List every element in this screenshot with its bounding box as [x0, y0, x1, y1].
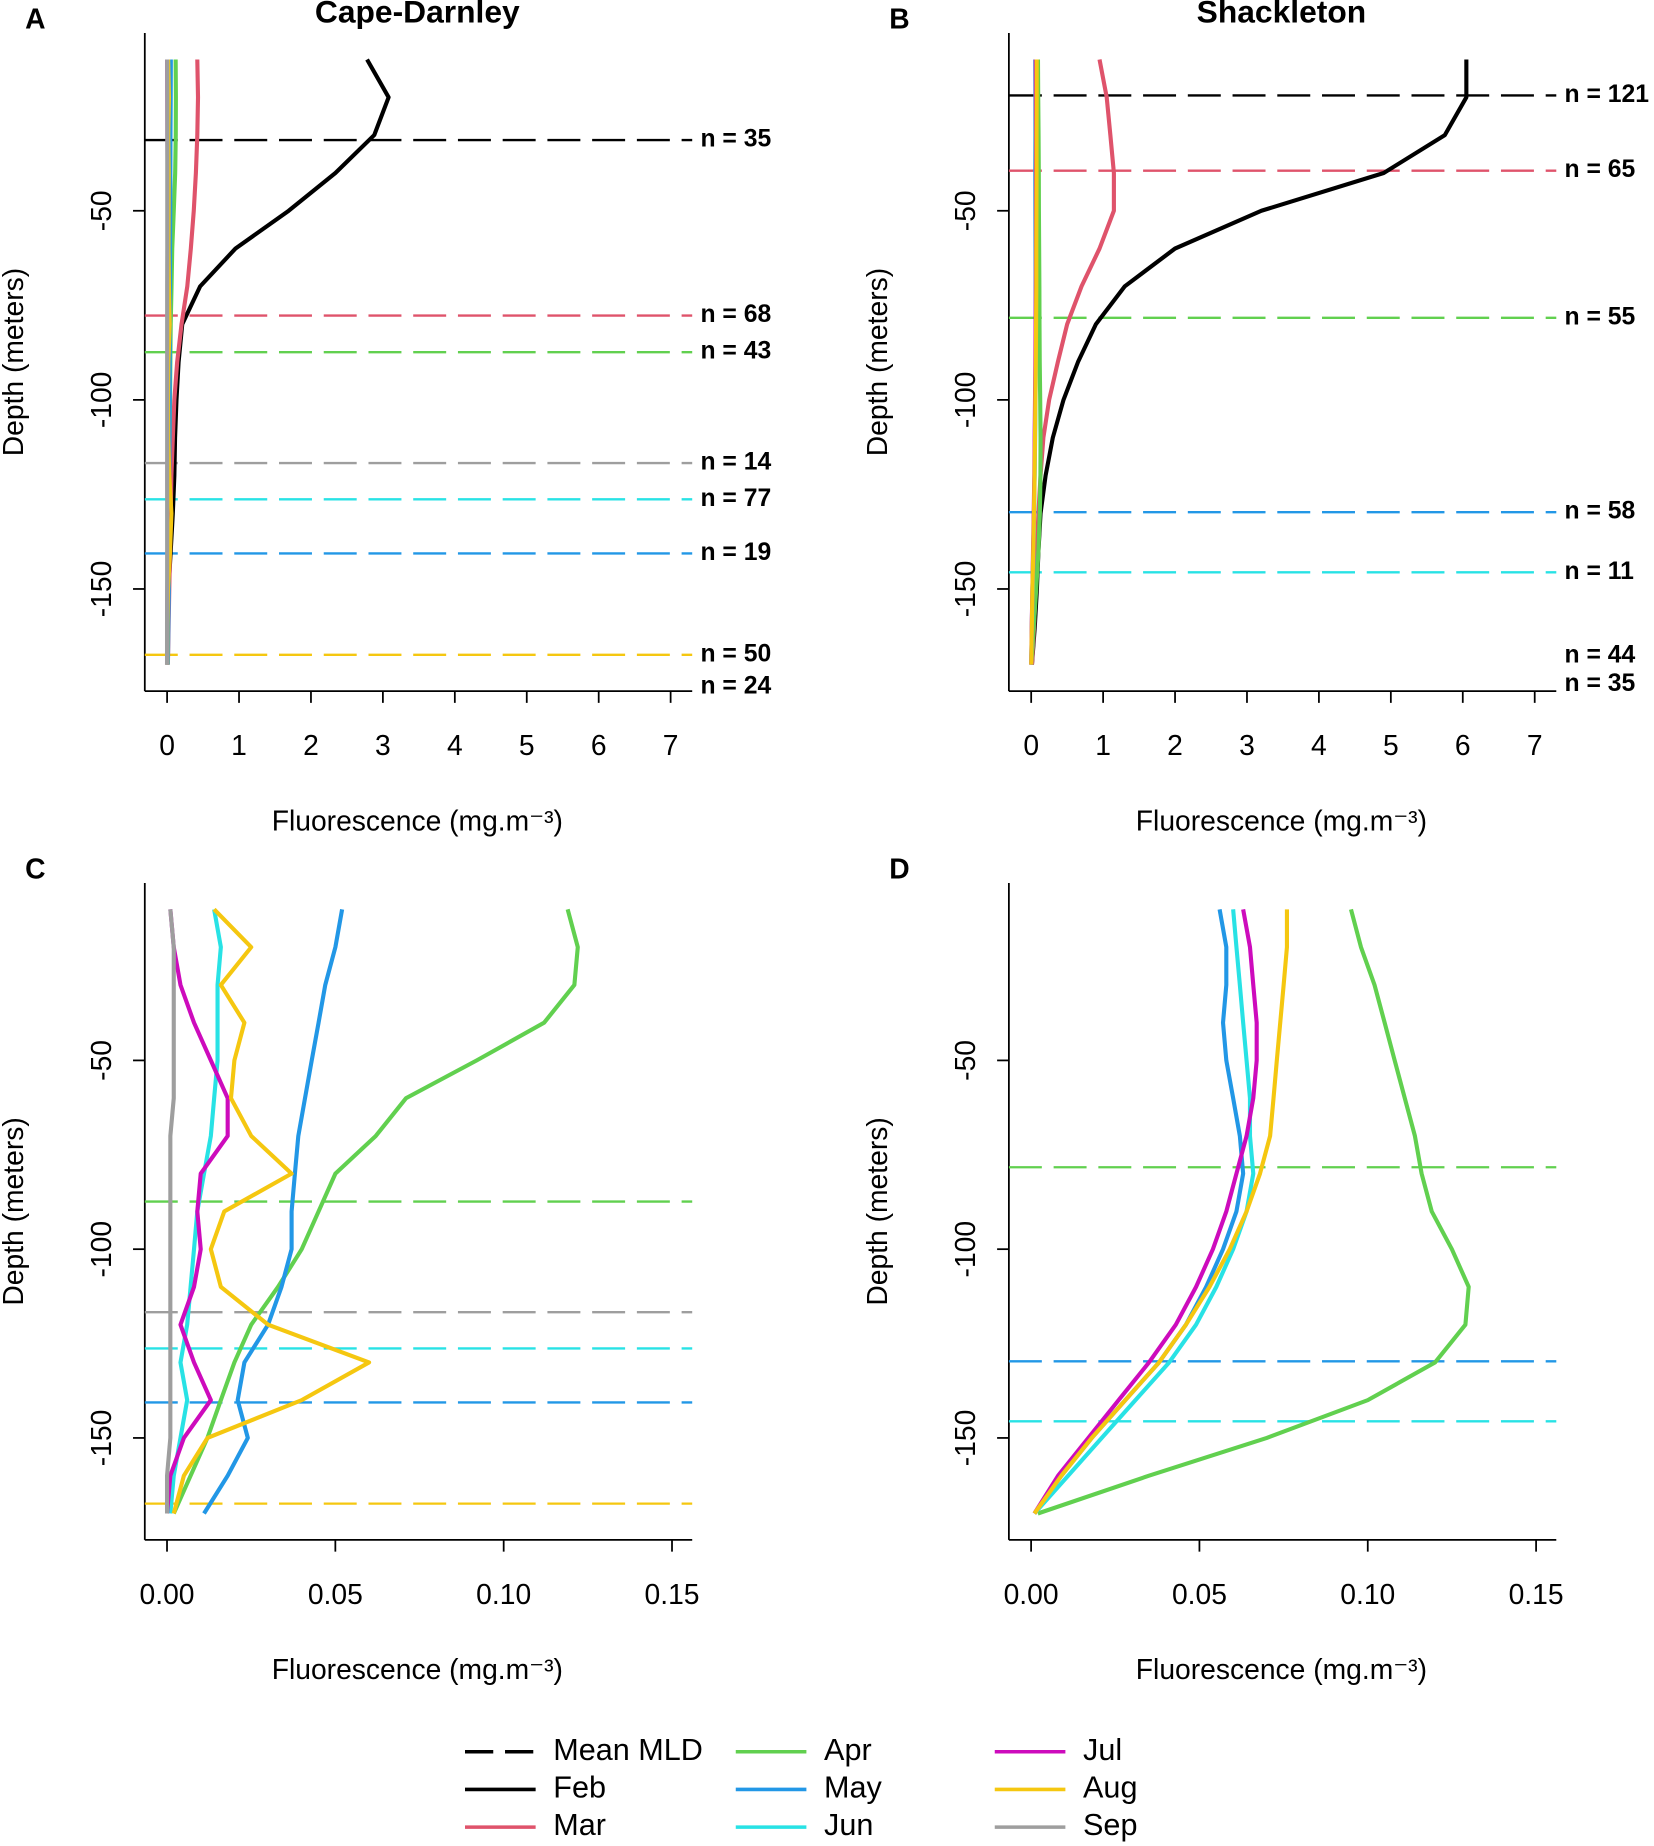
x-tick-label: 3	[375, 729, 391, 761]
x-tick-label: 0.10	[1340, 1578, 1395, 1610]
y-tick-label: -50	[949, 190, 981, 231]
y-axis-label: Depth (meters)	[0, 1117, 29, 1305]
chart-title: Shackleton	[1197, 0, 1366, 30]
mld-label: n = 50	[700, 640, 771, 667]
mld-label: n = 77	[700, 485, 771, 512]
panel-label: D	[889, 853, 909, 885]
mld-label: n = 35	[1565, 670, 1636, 697]
x-tick-label: 6	[591, 729, 607, 761]
y-tick-label: -100	[85, 372, 117, 429]
x-tick-label: 4	[447, 729, 463, 761]
profile-line	[1029, 59, 1043, 665]
x-tick-label: 0.00	[1004, 1578, 1059, 1610]
profile-line	[171, 908, 580, 1515]
mld-label: n = 43	[700, 338, 771, 365]
mld-label: n = 19	[700, 539, 771, 566]
profile-line	[1029, 59, 1039, 665]
x-tick-label: 4	[1311, 729, 1327, 761]
y-tick-label: -50	[949, 1040, 981, 1081]
y-tick-label: -150	[949, 561, 981, 618]
legend-label: May	[824, 1771, 882, 1805]
y-tick-label: -100	[949, 372, 981, 429]
x-axis-label: Fluorescence (mg.m⁻³)	[1136, 804, 1427, 836]
x-tick-label: 0.15	[645, 1578, 700, 1610]
legend-label: Feb	[553, 1771, 606, 1805]
y-tick-label: -150	[949, 1410, 981, 1467]
x-tick-label: 5	[1383, 729, 1399, 761]
legend-label: Mar	[553, 1808, 606, 1842]
y-tick-label: -100	[949, 1221, 981, 1278]
legend-label: Mean MLD	[553, 1733, 703, 1767]
legend-label: Sep	[1083, 1808, 1137, 1842]
x-tick-label: 7	[663, 729, 679, 761]
x-tick-label: 2	[1167, 729, 1183, 761]
mld-label: n = 55	[1565, 303, 1636, 330]
x-axis-label: Fluorescence (mg.m⁻³)	[1136, 1653, 1427, 1685]
y-axis-label: Depth (meters)	[861, 268, 893, 456]
panel-label: A	[25, 3, 45, 35]
mld-label: n = 44	[1565, 641, 1636, 668]
y-tick-label: -150	[85, 561, 117, 618]
x-tick-label: 1	[231, 729, 247, 761]
profile-line	[164, 909, 176, 1514]
profile-line	[164, 58, 391, 665]
profile-line	[1032, 908, 1246, 1515]
profile-line	[1032, 908, 1259, 1515]
x-tick-label: 7	[1527, 729, 1543, 761]
chart-title: Cape-Darnley	[315, 0, 520, 30]
x-tick-label: 0.15	[1509, 1578, 1564, 1610]
profile-line	[171, 907, 372, 1515]
x-tick-label: 0	[1023, 729, 1039, 761]
x-tick-label: 3	[1239, 729, 1255, 761]
panel-label: C	[25, 853, 45, 885]
x-axis-label: Fluorescence (mg.m⁻³)	[272, 804, 563, 836]
x-tick-label: 0.10	[476, 1578, 531, 1610]
profile-line	[1029, 59, 1469, 665]
x-tick-label: 1	[1095, 729, 1111, 761]
x-tick-label: 0	[159, 729, 175, 761]
x-axis-label: Fluorescence (mg.m⁻³)	[272, 1653, 563, 1685]
legend-label: Aug	[1083, 1771, 1137, 1805]
x-tick-label: 0.05	[308, 1578, 363, 1610]
profile-line	[1032, 909, 1290, 1515]
y-axis-label: Depth (meters)	[0, 268, 29, 456]
mld-label: n = 24	[700, 672, 771, 699]
x-tick-label: 5	[519, 729, 535, 761]
legend-label: Apr	[824, 1733, 872, 1767]
y-tick-label: -150	[85, 1410, 117, 1467]
profile-line	[1032, 909, 1256, 1515]
profile-line	[1037, 908, 1471, 1516]
mld-label: n = 121	[1565, 81, 1650, 108]
legend-label: Jun	[824, 1808, 873, 1842]
legend-label: Jul	[1083, 1733, 1122, 1767]
y-tick-label: -100	[85, 1221, 117, 1278]
mld-label: n = 65	[1565, 156, 1636, 183]
mld-label: n = 35	[700, 126, 771, 153]
x-tick-label: 2	[303, 729, 319, 761]
mld-label: n = 14	[700, 449, 771, 476]
mld-label: n = 68	[700, 301, 771, 328]
mld-label: n = 58	[1565, 498, 1636, 525]
x-tick-label: 6	[1455, 729, 1471, 761]
profile-line	[164, 909, 230, 1514]
panel-label: B	[889, 3, 909, 35]
profile-line	[1029, 59, 1116, 665]
x-tick-label: 0.00	[140, 1578, 195, 1610]
mld-label: n = 11	[1565, 558, 1635, 585]
y-tick-label: -50	[85, 1040, 117, 1081]
profile-line	[202, 908, 345, 1515]
y-tick-label: -50	[85, 190, 117, 231]
y-axis-label: Depth (meters)	[861, 1117, 893, 1305]
x-tick-label: 0.05	[1172, 1578, 1227, 1610]
